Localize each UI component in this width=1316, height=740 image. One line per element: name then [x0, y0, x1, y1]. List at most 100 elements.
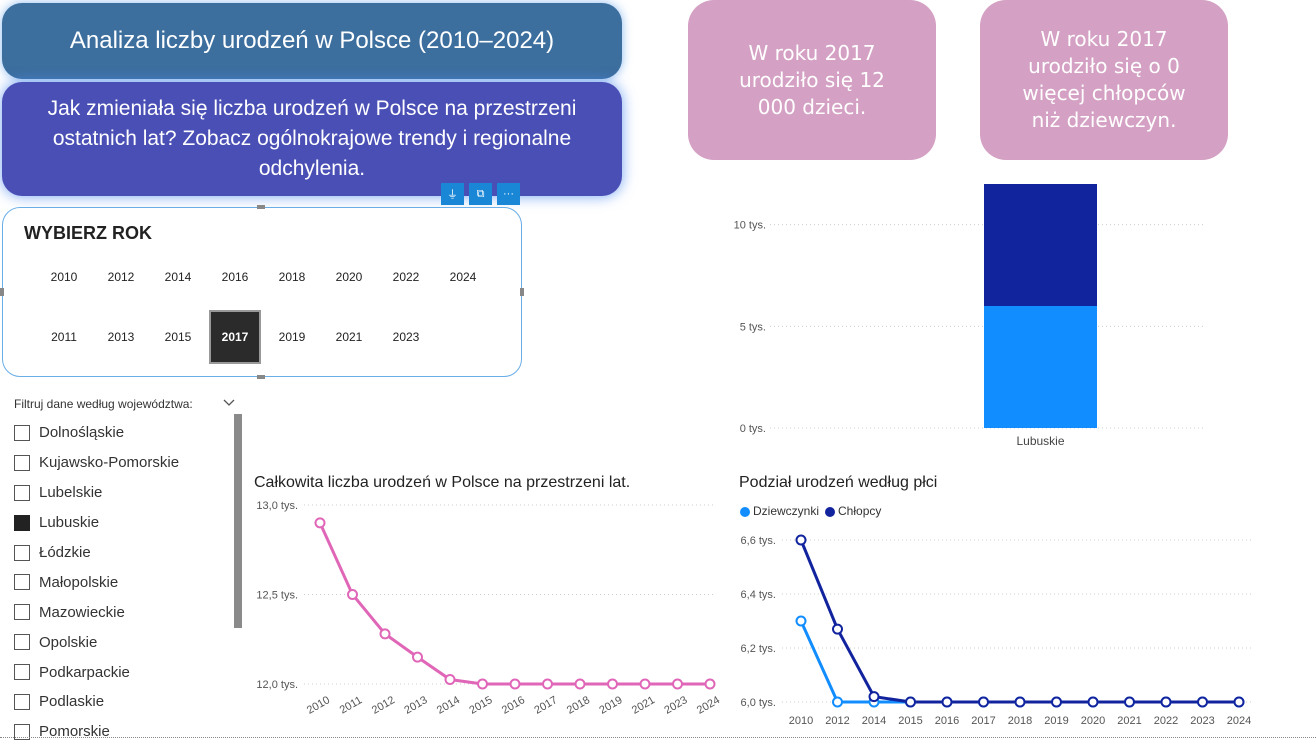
page-bottom-border — [0, 737, 1316, 738]
voivodeship-item[interactable]: Mazowieckie — [14, 597, 224, 627]
voivodeship-item[interactable]: Małopolskie — [14, 567, 224, 597]
checkbox[interactable] — [14, 424, 30, 441]
year-option-2013[interactable]: 2013 — [107, 330, 135, 344]
data-point[interactable] — [978, 696, 989, 708]
x-tick-label: 2012 — [370, 694, 397, 717]
voivodeship-label: Lubelskie — [39, 484, 103, 502]
year-option-2024[interactable]: 2024 — [449, 270, 477, 284]
x-tick-label: 2012 — [825, 715, 849, 727]
year-option-2011[interactable]: 2011 — [51, 330, 77, 344]
list-scrollbar[interactable] — [234, 414, 242, 628]
x-tick-label: 2015 — [898, 715, 922, 727]
checkbox[interactable] — [14, 604, 30, 621]
data-point[interactable] — [1087, 696, 1099, 708]
data-point[interactable] — [639, 678, 651, 690]
data-point[interactable] — [607, 678, 618, 690]
data-point[interactable] — [795, 615, 807, 627]
data-point[interactable] — [347, 589, 358, 600]
y-tick-label: 12,0 tys. — [256, 679, 298, 691]
bar-segment-girls[interactable] — [984, 306, 1097, 428]
x-tick-label: 2024 — [695, 694, 722, 717]
x-tick-label: 2020 — [1081, 715, 1105, 727]
data-point[interactable] — [444, 674, 456, 686]
data-point[interactable] — [1233, 696, 1245, 708]
voivodeship-label: Opolskie — [39, 633, 98, 651]
voivodeship-item[interactable]: Podkarpackie — [14, 657, 224, 687]
data-point[interactable] — [795, 534, 807, 546]
x-tick-label: 2014 — [435, 694, 462, 717]
year-option-2014[interactable]: 2014 — [164, 270, 192, 284]
y-tick-label: 13,0 tys. — [256, 500, 298, 512]
year-option-2017[interactable]: 2017 — [209, 310, 261, 364]
girls-series-line — [799, 620, 1239, 704]
year-option-2016[interactable]: 2016 — [221, 270, 249, 284]
data-point[interactable] — [832, 696, 843, 708]
year-option-2010[interactable]: 2010 — [50, 270, 78, 284]
data-point[interactable] — [1014, 696, 1026, 708]
year-option-2015[interactable]: 2015 — [164, 330, 192, 344]
legend-item-boys[interactable]: Chłopcy — [825, 504, 881, 518]
bar-segment-boys[interactable] — [984, 184, 1097, 306]
x-tick-label: 2015 — [467, 694, 494, 717]
x-tick-label: 2024 — [1227, 715, 1251, 727]
x-category-label: Lubuskie — [1016, 434, 1064, 448]
checkbox[interactable] — [14, 664, 30, 681]
data-point[interactable] — [509, 678, 521, 690]
voivodeship-item[interactable]: Łódzkie — [14, 538, 224, 568]
x-tick-label: 2021 — [630, 694, 657, 717]
year-option-2019[interactable]: 2019 — [278, 330, 306, 344]
data-point[interactable] — [574, 678, 586, 690]
checkbox[interactable] — [14, 514, 30, 531]
data-point[interactable] — [477, 678, 488, 690]
data-point[interactable] — [1160, 696, 1172, 708]
voivodeship-item[interactable]: Lubelskie — [14, 478, 224, 508]
year-option-2022[interactable]: 2022 — [392, 270, 420, 284]
x-tick-label: 2017 — [971, 715, 995, 727]
data-point[interactable] — [379, 628, 391, 640]
data-point[interactable] — [412, 651, 423, 663]
data-point[interactable] — [314, 517, 326, 529]
year-option-2021[interactable]: 2021 — [335, 330, 363, 344]
checkbox[interactable] — [14, 544, 30, 561]
chevron-down-icon[interactable] — [223, 396, 235, 410]
data-point[interactable] — [1197, 696, 1208, 708]
checkbox[interactable] — [14, 454, 30, 471]
gender-chart-legend: Dziewczynki Chłopcy — [740, 504, 881, 518]
data-point[interactable] — [542, 678, 553, 690]
data-point[interactable] — [704, 678, 716, 690]
voivodeship-item[interactable]: Podlaskie — [14, 687, 224, 717]
voivodeship-list: Dolnośląskie Kujawsko-Pomorskie Lubelskie L… — [14, 418, 224, 740]
voivodeship-label: Lubuskie — [39, 514, 100, 532]
voivodeship-item[interactable]: Pomorskie — [14, 717, 224, 740]
checkbox[interactable] — [14, 574, 30, 591]
gender-difference-card: W roku 2017 urodziło się o 0 więcej chło… — [980, 0, 1228, 160]
focus-mode-icon[interactable]: ⧉ — [469, 183, 492, 205]
voivodeship-label: Pomorskie — [39, 723, 110, 740]
data-point[interactable] — [868, 691, 880, 703]
total-series-line — [318, 522, 710, 686]
checkbox[interactable] — [14, 723, 30, 740]
data-point[interactable] — [1051, 696, 1062, 708]
more-options-icon[interactable]: ··· — [497, 183, 520, 205]
data-point[interactable] — [941, 696, 953, 708]
data-point[interactable] — [832, 623, 843, 635]
legend-item-girls[interactable]: Dziewczynki — [740, 504, 819, 518]
year-option-2020[interactable]: 2020 — [335, 270, 363, 284]
voivodeship-item[interactable]: Lubuskie — [14, 508, 224, 538]
filter-icon[interactable]: ⏚ — [441, 183, 464, 205]
page-description: Jak zmieniała się liczba urodzeń w Polsc… — [2, 82, 622, 196]
year-slicer: WYBIERZ ROK 2010 2012 2014 2016 2018 2020 2022… — [0, 205, 524, 379]
voivodeship-item[interactable]: Opolskie — [14, 627, 224, 657]
voivodeship-item[interactable]: Kujawsko-Pomorskie — [14, 448, 224, 478]
year-option-2012[interactable]: 2012 — [107, 270, 135, 284]
checkbox[interactable] — [14, 693, 30, 710]
checkbox[interactable] — [14, 634, 30, 651]
data-point[interactable] — [672, 678, 683, 690]
checkbox[interactable] — [14, 484, 30, 501]
data-point[interactable] — [1124, 696, 1135, 708]
voivodeship-item[interactable]: Dolnośląskie — [14, 418, 224, 448]
x-tick-label: 2010 — [789, 715, 813, 727]
year-option-2018[interactable]: 2018 — [278, 270, 306, 284]
data-point[interactable] — [905, 696, 916, 708]
year-option-2023[interactable]: 2023 — [392, 330, 420, 344]
